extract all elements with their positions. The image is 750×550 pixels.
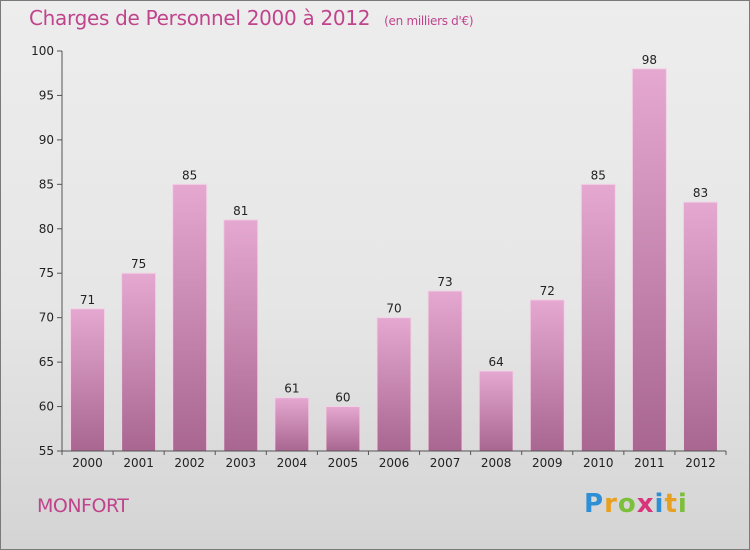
y-tick-label-80: 80 [39,222,54,236]
logo-letter: i [677,489,688,519]
logo-letter: i [654,489,665,519]
logo-letter: t [664,489,678,519]
x-tick-label-2002: 2002 [174,456,205,470]
bar-2002 [172,183,208,452]
x-tick-label-2010: 2010 [583,456,614,470]
logo-letter: x [636,489,655,519]
value-label-2006: 70 [386,302,401,316]
chart-title: Charges de Personnel 2000 à 2012 (en mill… [29,6,474,30]
y-tick-label-70: 70 [39,311,54,325]
x-tick-label-2000: 2000 [72,456,103,470]
value-label-2001: 75 [131,257,146,271]
y-tick-label-85: 85 [39,177,54,191]
value-label-2004: 61 [284,382,299,396]
title-text: Charges de Personnel 2000 à 2012 [29,6,371,30]
bar-2010 [580,183,616,452]
x-tick-label-2011: 2011 [634,456,665,470]
value-label-2009: 72 [540,284,555,298]
x-tick-label-2006: 2006 [379,456,410,470]
y-tick-label-60: 60 [39,400,54,414]
value-label-2002: 85 [182,168,197,182]
value-label-2000: 71 [80,293,95,307]
bar-2009 [529,299,565,452]
y-tick-label-90: 90 [39,133,54,147]
y-tick-label-75: 75 [39,266,54,280]
title-unit: (en milliers d'€) [384,14,474,28]
value-label-2007: 73 [437,275,452,289]
bar-2003 [223,219,259,452]
value-label-2012: 83 [693,186,708,200]
logo-letter: o [617,489,637,519]
logo-letter: r [604,489,618,519]
bar-2007 [427,290,463,452]
axes-group: 2000 2001 2002 2003 2004 2005 2006 2007 2008 2009… [31,44,727,470]
bars-group: 71 75 85 81 61 60 70 73 64 72 85 98 83 [70,53,718,452]
x-tick-label-2012: 2012 [685,456,716,470]
value-label-2010: 85 [591,168,606,182]
y-tick-label-65: 65 [39,355,54,369]
y-tick-label-55: 55 [39,444,54,458]
y-tick-label-100: 100 [31,44,54,58]
x-tick-label-2008: 2008 [481,456,512,470]
bar-2000 [70,308,106,452]
x-tick-label-2005: 2005 [328,456,359,470]
x-tick-label-2001: 2001 [123,456,154,470]
value-label-2011: 98 [642,53,657,67]
x-tick-label-2007: 2007 [430,456,461,470]
bar-2004 [274,397,310,452]
value-label-2003: 81 [233,204,248,218]
bar-2008 [478,370,514,452]
value-label-2005: 60 [335,391,350,405]
commune-name: MONFORT [37,495,129,517]
bar-2005 [325,406,361,452]
bar-2011 [631,68,667,452]
bar-2012 [682,201,718,452]
logo-letter: P [584,489,605,519]
bar-2001 [121,272,157,452]
x-tick-label-2004: 2004 [277,456,308,470]
y-tick-label-95: 95 [39,88,54,102]
x-tick-label-2009: 2009 [532,456,563,470]
x-tick-label-2003: 2003 [225,456,256,470]
proxiti-logo: Proxiti [584,489,688,519]
bar-2006 [376,317,412,452]
value-label-2008: 64 [489,355,504,369]
